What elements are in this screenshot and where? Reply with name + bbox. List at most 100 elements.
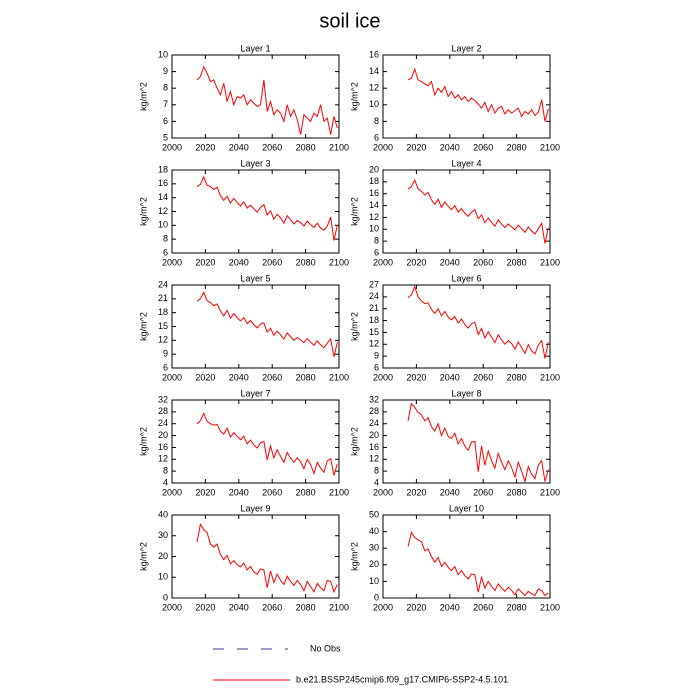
y-tick-label: 9 bbox=[163, 66, 168, 76]
y-tick-label: 20 bbox=[158, 430, 168, 440]
y-tick-label: 10 bbox=[369, 99, 379, 109]
x-tick-label: 2060 bbox=[262, 487, 282, 497]
y-tick-label: 20 bbox=[369, 559, 379, 569]
panel-title: Layer 1 bbox=[240, 43, 270, 53]
x-tick-label: 2100 bbox=[329, 257, 349, 267]
x-tick-label: 2020 bbox=[195, 602, 215, 612]
y-tick-label: 18 bbox=[158, 307, 168, 317]
y-tick-label: 10 bbox=[158, 572, 168, 582]
y-tick-label: 18 bbox=[369, 315, 379, 325]
x-tick-label: 2000 bbox=[162, 602, 182, 612]
panel-title: Layer 4 bbox=[451, 158, 481, 168]
x-tick-label: 2000 bbox=[373, 602, 393, 612]
x-tick-label: 2040 bbox=[440, 142, 460, 152]
plot-frame bbox=[171, 399, 340, 484]
y-tick-label: 10 bbox=[158, 49, 168, 59]
x-tick-label: 2060 bbox=[473, 487, 493, 497]
y-axis-label: kg/m^2 bbox=[349, 427, 359, 456]
data-line bbox=[407, 178, 549, 244]
y-tick-label: 8 bbox=[374, 466, 379, 476]
x-tick-label: 2100 bbox=[329, 142, 349, 152]
x-tick-label: 2080 bbox=[507, 372, 527, 382]
x-tick-label: 2080 bbox=[296, 257, 316, 267]
y-tick-label: 24 bbox=[158, 279, 168, 289]
y-tick-label: 12 bbox=[158, 335, 168, 345]
panel-title: Layer 8 bbox=[451, 388, 481, 398]
y-tick-label: 24 bbox=[369, 291, 379, 301]
x-tick-label: 2080 bbox=[507, 602, 527, 612]
x-tick-label: 2020 bbox=[406, 142, 426, 152]
y-tick-label: 10 bbox=[158, 220, 168, 230]
x-tick-label: 2100 bbox=[540, 142, 560, 152]
y-tick-label: 30 bbox=[158, 530, 168, 540]
x-tick-label: 2040 bbox=[440, 257, 460, 267]
y-tick-label: 20 bbox=[369, 430, 379, 440]
y-tick-label: 0 bbox=[374, 592, 379, 602]
x-tick-label: 2040 bbox=[229, 487, 249, 497]
panel-title: Layer 3 bbox=[240, 158, 270, 168]
y-tick-label: 6 bbox=[163, 362, 168, 372]
y-tick-label: 8 bbox=[163, 234, 168, 244]
y-axis-label: kg/m^2 bbox=[138, 427, 148, 456]
y-axis-label: kg/m^2 bbox=[349, 542, 359, 571]
x-tick-label: 2080 bbox=[507, 142, 527, 152]
panel-title: Layer 6 bbox=[451, 273, 481, 283]
x-tick-label: 2040 bbox=[229, 142, 249, 152]
y-tick-label: 40 bbox=[158, 509, 168, 519]
y-tick-label: 40 bbox=[369, 526, 379, 536]
y-tick-label: 27 bbox=[369, 279, 379, 289]
y-tick-label: 12 bbox=[369, 212, 379, 222]
data-line bbox=[407, 285, 549, 359]
legend-label: b.e21.BSSP245cmip6.f09_g17.CMIP6-SSP2-4.… bbox=[296, 674, 508, 684]
y-tick-label: 6 bbox=[374, 132, 379, 142]
x-tick-label: 2020 bbox=[406, 257, 426, 267]
y-tick-label: 10 bbox=[369, 224, 379, 234]
x-tick-label: 2060 bbox=[262, 142, 282, 152]
y-tick-label: 8 bbox=[374, 236, 379, 246]
y-tick-label: 14 bbox=[369, 200, 379, 210]
y-tick-label: 16 bbox=[369, 188, 379, 198]
y-tick-label: 18 bbox=[158, 164, 168, 174]
y-axis-label: kg/m^2 bbox=[138, 542, 148, 571]
y-tick-label: 12 bbox=[158, 206, 168, 216]
y-tick-label: 4 bbox=[374, 477, 379, 487]
x-tick-label: 2020 bbox=[195, 257, 215, 267]
y-tick-label: 28 bbox=[369, 406, 379, 416]
y-tick-label: 6 bbox=[163, 247, 168, 257]
x-tick-label: 2100 bbox=[540, 487, 560, 497]
x-tick-label: 2040 bbox=[229, 602, 249, 612]
page-title: soil ice bbox=[319, 10, 380, 32]
data-line bbox=[196, 412, 338, 476]
panel-title: Layer 7 bbox=[240, 388, 270, 398]
data-line bbox=[407, 531, 549, 597]
plot-frame bbox=[382, 169, 551, 254]
y-tick-label: 8 bbox=[163, 83, 168, 93]
x-tick-label: 2000 bbox=[373, 487, 393, 497]
y-axis-label: kg/m^2 bbox=[349, 197, 359, 226]
x-tick-label: 2100 bbox=[329, 602, 349, 612]
y-tick-label: 32 bbox=[369, 394, 379, 404]
y-tick-label: 30 bbox=[369, 543, 379, 553]
x-tick-label: 2040 bbox=[440, 602, 460, 612]
x-tick-label: 2100 bbox=[329, 487, 349, 497]
x-tick-label: 2080 bbox=[296, 142, 316, 152]
x-tick-label: 2000 bbox=[162, 257, 182, 267]
x-tick-label: 2020 bbox=[195, 487, 215, 497]
y-tick-label: 18 bbox=[369, 176, 379, 186]
x-tick-label: 2000 bbox=[162, 372, 182, 382]
data-line bbox=[196, 291, 338, 358]
y-tick-label: 28 bbox=[158, 406, 168, 416]
y-tick-label: 8 bbox=[374, 116, 379, 126]
plot-frame bbox=[382, 54, 551, 139]
y-tick-label: 21 bbox=[369, 303, 379, 313]
x-tick-label: 2080 bbox=[296, 372, 316, 382]
x-tick-label: 2100 bbox=[540, 257, 560, 267]
plot-frame bbox=[171, 169, 340, 254]
plot-frame bbox=[382, 284, 551, 369]
y-axis-label: kg/m^2 bbox=[138, 312, 148, 341]
x-tick-label: 2100 bbox=[540, 602, 560, 612]
y-tick-label: 32 bbox=[158, 394, 168, 404]
x-tick-label: 2080 bbox=[296, 602, 316, 612]
y-tick-label: 16 bbox=[158, 178, 168, 188]
x-tick-label: 2060 bbox=[473, 372, 493, 382]
